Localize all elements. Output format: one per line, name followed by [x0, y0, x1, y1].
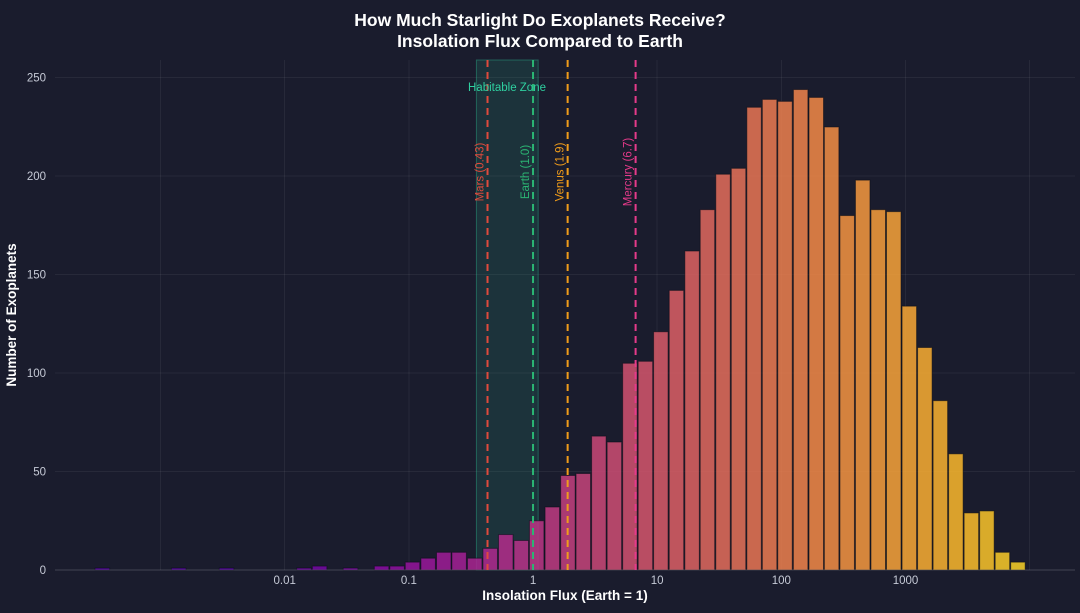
planet-line-label: Venus (1.9)	[555, 142, 567, 201]
histogram-bar[interactable]	[513, 539, 530, 571]
x-tick-label: 100	[772, 575, 791, 587]
histogram-bar[interactable]	[311, 565, 328, 571]
habitable-zone-layer	[475, 59, 539, 571]
histogram-bar[interactable]	[606, 441, 623, 571]
histogram-bar[interactable]	[528, 520, 545, 571]
x-axis-title: Insolation Flux (Earth = 1)	[482, 588, 647, 603]
histogram-bar[interactable]	[622, 362, 638, 571]
y-tick-label: 50	[33, 467, 46, 479]
histogram-bar[interactable]	[373, 565, 390, 571]
histogram-bar[interactable]	[342, 567, 359, 571]
histogram-bar[interactable]	[761, 98, 778, 571]
histogram-bar[interactable]	[808, 96, 825, 571]
x-tick-label: 10	[651, 575, 664, 587]
histogram-bar[interactable]	[170, 567, 187, 571]
histogram-bar[interactable]	[823, 126, 840, 571]
y-tick-label: 0	[40, 565, 46, 577]
planet-line-label: Earth (1.0)	[520, 145, 532, 199]
histogram-bar[interactable]	[591, 435, 607, 571]
axis-tick-labels: 0 50 100 150 200 250 0.01 0.1 1 10 100 1000	[27, 73, 919, 587]
y-tick-label: 200	[27, 171, 46, 183]
x-tick-label: 0.1	[401, 575, 417, 587]
histogram-bar[interactable]	[715, 173, 731, 571]
histogram-bar[interactable]	[746, 106, 762, 571]
histogram-bar[interactable]	[917, 346, 933, 571]
y-tick-label: 250	[27, 73, 46, 85]
histogram-bar[interactable]	[637, 360, 654, 571]
histogram-bar[interactable]	[792, 89, 809, 571]
histogram-bar[interactable]	[1010, 561, 1026, 571]
histogram-bar[interactable]	[389, 565, 405, 571]
histogram-bars	[94, 89, 1026, 571]
histogram-bar[interactable]	[901, 305, 918, 571]
habitable-zone-band	[475, 59, 539, 571]
planet-line-label: Mars (0.43)	[475, 142, 487, 201]
histogram-bar[interactable]	[575, 473, 592, 571]
histogram-bar[interactable]	[466, 557, 483, 571]
planet-line-label: Mercury (6.7)	[623, 138, 635, 207]
histogram-bar[interactable]	[699, 209, 716, 571]
histogram-bar[interactable]	[948, 453, 964, 571]
histogram-bar[interactable]	[870, 209, 887, 571]
histogram-bar[interactable]	[404, 561, 421, 571]
histogram-bar[interactable]	[544, 506, 561, 571]
chart-title-line2: Insolation Flux Compared to Earth	[397, 31, 683, 51]
x-tick-label: 1000	[893, 575, 919, 587]
histogram-bar[interactable]	[668, 289, 685, 571]
histogram-bar[interactable]	[497, 534, 514, 571]
histogram-bar[interactable]	[684, 250, 700, 571]
y-tick-label: 150	[27, 270, 46, 282]
histogram-bar[interactable]	[885, 211, 902, 571]
histogram-bar[interactable]	[839, 215, 855, 571]
histogram-bar[interactable]	[296, 567, 312, 571]
histogram-bar[interactable]	[94, 567, 111, 571]
histogram-bar[interactable]	[653, 331, 669, 571]
histogram-bar[interactable]	[979, 510, 995, 571]
histogram-bar[interactable]	[482, 547, 498, 571]
planet-reference-lines: Mars (0.43) Earth (1.0) Venus (1.9) Mercury…	[475, 60, 637, 570]
y-axis-title: Number of Exoplanets	[4, 243, 19, 386]
histogram-bar[interactable]	[435, 551, 452, 571]
histogram-bar[interactable]	[854, 179, 871, 571]
y-tick-label: 100	[27, 368, 46, 380]
histogram-bar[interactable]	[932, 400, 949, 571]
histogram-bar[interactable]	[218, 567, 235, 571]
histogram-bar[interactable]	[994, 551, 1011, 571]
chart-title-line1: How Much Starlight Do Exoplanets Receive…	[354, 10, 725, 30]
histogram-bar[interactable]	[777, 100, 793, 571]
x-tick-label: 0.01	[274, 575, 296, 587]
habitable-zone-label: Habitable Zone	[468, 82, 546, 94]
histogram-bar[interactable]	[420, 557, 436, 571]
histogram-bar[interactable]	[730, 167, 747, 571]
histogram-bar[interactable]	[963, 512, 980, 571]
histogram-bar[interactable]	[451, 551, 467, 571]
x-tick-label: 1	[530, 575, 536, 587]
